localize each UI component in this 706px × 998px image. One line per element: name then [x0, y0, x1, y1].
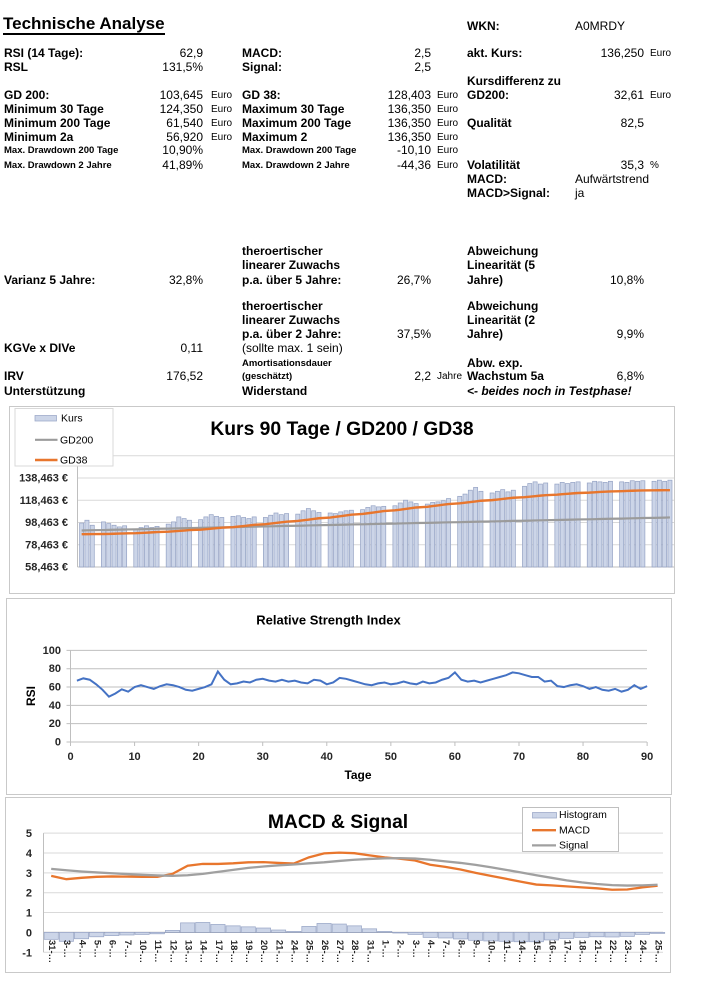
svg-text:GD200: GD200 — [60, 435, 93, 447]
svg-text:11-…: 11-… — [501, 940, 512, 963]
svg-text:1-…: 1-… — [380, 940, 391, 958]
svg-text:0: 0 — [26, 927, 32, 939]
svg-text:13-…: 13-… — [182, 940, 193, 963]
svg-text:18-…: 18-… — [577, 940, 588, 963]
svg-text:31-…: 31-… — [46, 940, 57, 963]
svg-text:24-…: 24-… — [289, 940, 300, 963]
svg-text:30: 30 — [257, 751, 269, 763]
svg-text:7-…: 7-… — [122, 940, 133, 958]
svg-text:28-…: 28-… — [349, 940, 360, 963]
svg-text:118,463 €: 118,463 € — [20, 495, 68, 507]
svg-text:MACD: MACD — [559, 825, 590, 837]
svg-text:24-…: 24-… — [637, 940, 648, 963]
svg-text:19-…: 19-… — [243, 940, 254, 963]
svg-text:10-…: 10-… — [137, 940, 148, 963]
svg-text:80: 80 — [49, 663, 61, 675]
svg-text:2: 2 — [26, 888, 32, 900]
svg-text:7-…: 7-… — [440, 940, 451, 958]
svg-text:60: 60 — [49, 682, 61, 694]
svg-text:14-…: 14-… — [516, 940, 527, 963]
svg-text:Kurs 90 Tage / GD200 / GD38: Kurs 90 Tage / GD200 / GD38 — [210, 419, 474, 440]
svg-text:100: 100 — [43, 645, 61, 657]
svg-text:GD38: GD38 — [60, 455, 88, 467]
svg-text:40: 40 — [49, 700, 61, 712]
svg-text:0: 0 — [67, 751, 73, 763]
svg-text:2-…: 2-… — [395, 940, 406, 958]
svg-text:78,463 €: 78,463 € — [25, 539, 68, 551]
svg-text:8-…: 8-… — [455, 940, 466, 958]
svg-text:80: 80 — [577, 751, 589, 763]
svg-text:Signal: Signal — [559, 840, 588, 852]
svg-text:40: 40 — [321, 751, 333, 763]
svg-text:5-…: 5-… — [91, 940, 102, 958]
svg-text:4-…: 4-… — [425, 940, 436, 958]
svg-text:4: 4 — [26, 848, 33, 860]
svg-text:MACD & Signal: MACD & Signal — [268, 812, 408, 833]
svg-text:17-…: 17-… — [213, 940, 224, 963]
svg-text:27-…: 27-… — [334, 940, 345, 963]
svg-text:26-…: 26-… — [319, 940, 330, 963]
svg-text:21-…: 21-… — [273, 940, 284, 963]
svg-text:22-…: 22-… — [607, 940, 618, 963]
svg-text:14-…: 14-… — [198, 940, 209, 963]
svg-text:3-…: 3-… — [61, 940, 72, 958]
svg-text:18-…: 18-… — [228, 940, 239, 963]
svg-text:Kurs: Kurs — [61, 413, 83, 425]
svg-text:1: 1 — [26, 908, 32, 920]
svg-text:25-…: 25-… — [304, 940, 315, 963]
svg-text:20: 20 — [193, 751, 205, 763]
svg-text:60: 60 — [449, 751, 461, 763]
svg-text:20-…: 20-… — [258, 940, 269, 963]
svg-text:20: 20 — [49, 718, 61, 730]
svg-text:Tage: Tage — [344, 768, 371, 782]
svg-text:5: 5 — [26, 828, 32, 840]
svg-text:10: 10 — [128, 751, 140, 763]
svg-text:15-…: 15-… — [531, 940, 542, 963]
svg-text:31-…: 31-… — [364, 940, 375, 963]
svg-text:Histogram: Histogram — [559, 809, 607, 821]
svg-text:138,463 €: 138,463 € — [19, 473, 68, 485]
svg-text:12-…: 12-… — [167, 940, 178, 963]
svg-text:10-…: 10-… — [486, 940, 497, 963]
svg-text:25-…: 25-… — [652, 940, 663, 963]
svg-text:17-…: 17-… — [561, 940, 572, 963]
svg-text:3: 3 — [26, 868, 32, 880]
svg-text:-1: -1 — [22, 947, 32, 959]
svg-text:RSI: RSI — [24, 686, 38, 706]
svg-text:21-…: 21-… — [592, 940, 603, 963]
svg-text:90: 90 — [641, 751, 653, 763]
svg-text:9-…: 9-… — [470, 940, 481, 958]
svg-text:16-…: 16-… — [546, 940, 557, 963]
svg-text:98,463 €: 98,463 € — [25, 517, 68, 529]
svg-text:3-…: 3-… — [410, 940, 421, 958]
svg-text:0: 0 — [55, 737, 61, 749]
svg-text:6-…: 6-… — [107, 940, 118, 958]
svg-text:70: 70 — [513, 751, 525, 763]
svg-text:23-…: 23-… — [622, 940, 633, 963]
svg-text:11-…: 11-… — [152, 940, 163, 963]
svg-text:Relative Strength Index: Relative Strength Index — [256, 613, 401, 628]
svg-text:50: 50 — [385, 751, 397, 763]
svg-text:4-…: 4-… — [76, 940, 87, 958]
svg-text:58,463 €: 58,463 € — [25, 562, 68, 574]
